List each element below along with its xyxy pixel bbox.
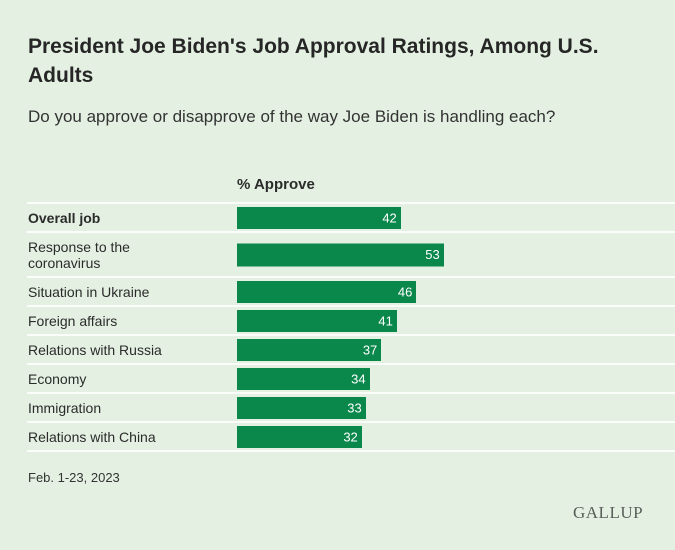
chart-subtitle: Do you approve or disapprove of the way …: [28, 107, 556, 126]
date-note: Feb. 1-23, 2023: [28, 470, 120, 485]
category-label: Relations with Russia: [28, 341, 162, 358]
data-label: 37: [362, 342, 378, 357]
bar: 34: [237, 367, 370, 390]
bar-row: Response to the coronavirus 53: [27, 231, 675, 276]
bar-row: Foreign affairs 41: [27, 305, 675, 334]
column-header: % Approve: [237, 176, 315, 193]
category-label: Response to the coronavirus: [28, 238, 130, 271]
bar-rows: Overall job 42 Response to the coronavirus…: [27, 202, 675, 452]
category-label: Immigration: [28, 399, 102, 416]
bar: 32: [237, 425, 362, 448]
data-label: 42: [382, 210, 397, 225]
bar: 53: [237, 243, 444, 266]
bar-row: Relations with Russia 37: [27, 334, 675, 363]
data-label: 34: [351, 371, 366, 386]
data-label: 53: [425, 247, 440, 262]
category-label: Situation in Ukraine: [28, 283, 150, 300]
bar-row: Immigration 33: [27, 392, 675, 421]
data-label: 33: [347, 400, 362, 415]
gallup-logo: GALLUP: [573, 503, 644, 522]
bar: 41: [237, 309, 397, 332]
category-label: Relations with China: [28, 428, 156, 445]
bar: 42: [237, 206, 401, 229]
category-label: Economy: [28, 370, 87, 387]
bar: 37: [237, 338, 382, 361]
bar: 46: [237, 280, 417, 303]
bar: 33: [237, 396, 366, 419]
bar-row: Overall job 42: [27, 202, 675, 231]
category-label: Foreign affairs: [28, 312, 118, 329]
category-label: Overall job: [28, 209, 101, 226]
data-label: 46: [397, 284, 413, 299]
bar-row: Situation in Ukraine 46: [27, 276, 675, 305]
bar-row: Relations with China 32: [27, 421, 675, 452]
data-label: 32: [343, 429, 358, 444]
bar-row: Economy 34: [27, 363, 675, 392]
chart-title: President Joe Biden's Job Approval Ratin…: [28, 35, 599, 87]
data-label: 41: [378, 313, 393, 328]
